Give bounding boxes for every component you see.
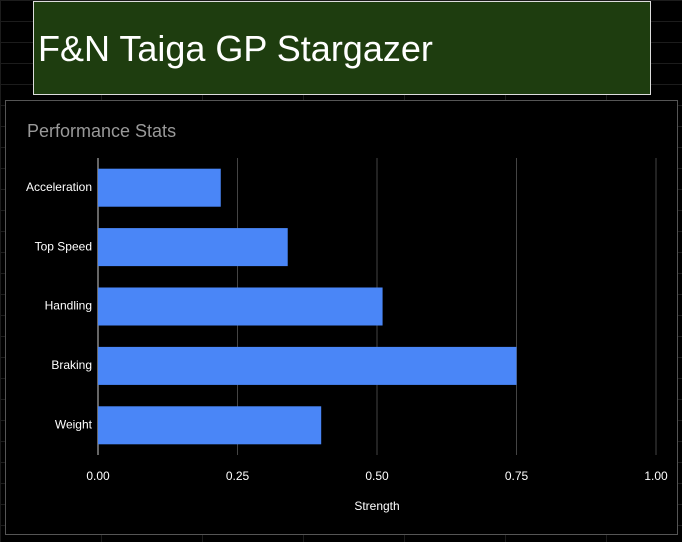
y-tick-label: Braking <box>51 358 92 372</box>
y-tick-label: Handling <box>45 299 92 313</box>
title-cell[interactable]: F&N Taiga GP Stargazer <box>33 1 651 95</box>
x-tick-label: 0.00 <box>86 469 110 483</box>
x-axis-label: Strength <box>354 499 399 513</box>
x-tick-label: 0.50 <box>365 469 389 483</box>
bar <box>98 168 221 207</box>
bar <box>98 287 383 326</box>
x-tick-label: 0.75 <box>505 469 529 483</box>
x-tick-label: 0.25 <box>226 469 250 483</box>
y-tick-label: Weight <box>55 417 93 431</box>
bar <box>98 346 517 385</box>
y-tick-label: Acceleration <box>26 180 92 194</box>
chart-title: Performance Stats <box>27 121 176 141</box>
x-tick-label: 1.00 <box>644 469 668 483</box>
sheet-title: F&N Taiga GP Stargazer <box>38 28 433 69</box>
bar <box>98 406 322 445</box>
bar <box>98 228 288 267</box>
y-tick-label: Top Speed <box>35 239 92 253</box>
